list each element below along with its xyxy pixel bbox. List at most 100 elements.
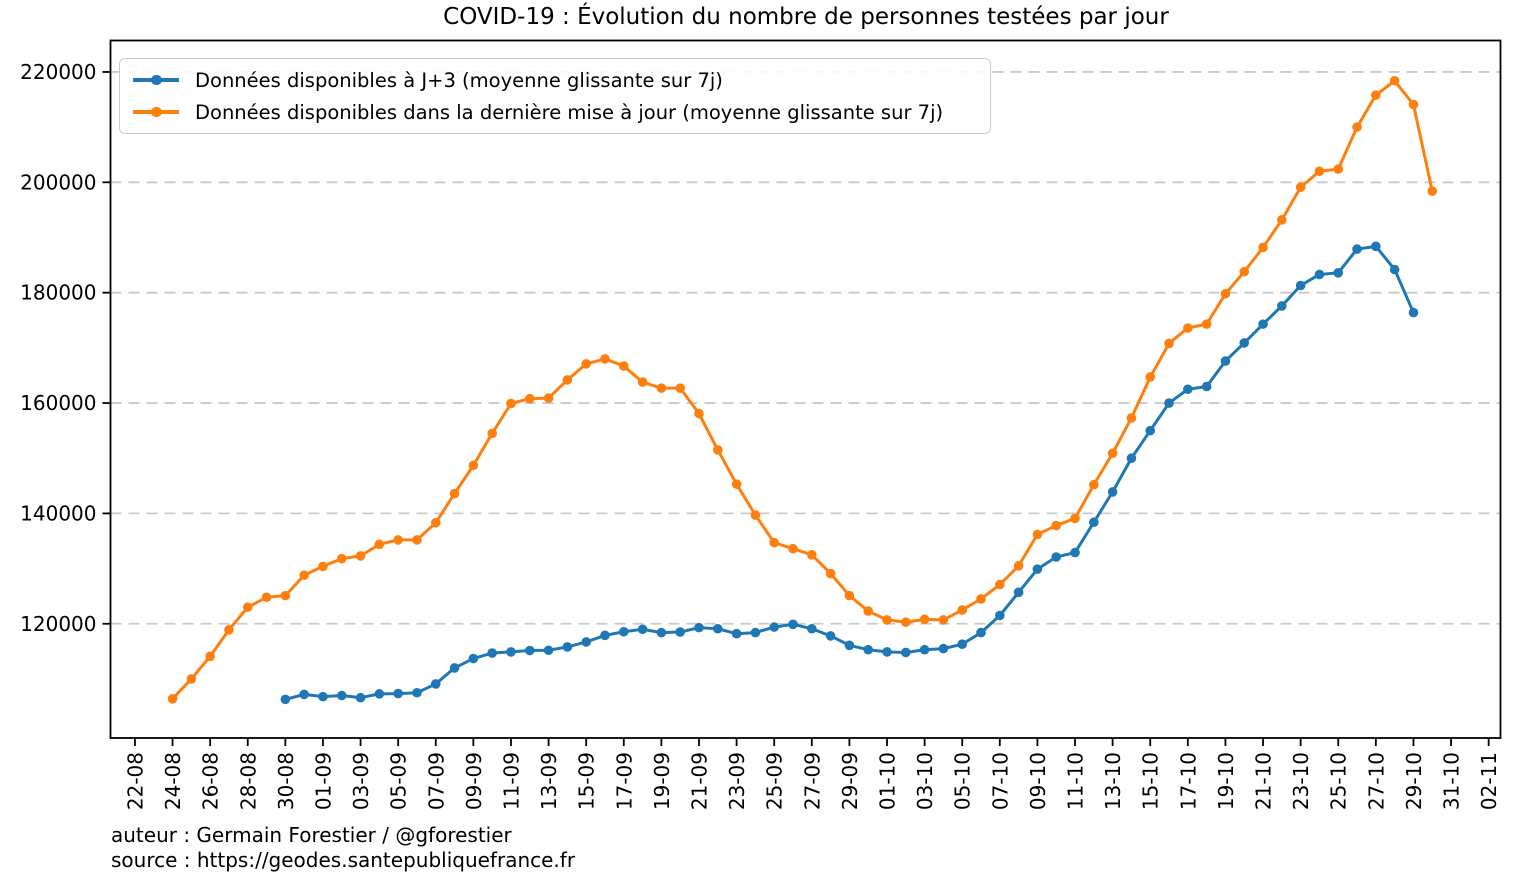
data-point [468, 460, 479, 471]
x-tick-label: 31-10 [1440, 752, 1464, 810]
data-point [1239, 338, 1250, 348]
x-tick-label: 25-10 [1327, 752, 1351, 810]
x-tick-label: 17-09 [612, 752, 636, 810]
legend-dot-icon [151, 74, 162, 86]
data-point [1220, 288, 1231, 299]
data-point [1107, 487, 1118, 497]
footer-author-line: auteur : Germain Forestier / @gforestier [111, 823, 512, 847]
data-point [242, 602, 253, 613]
data-point [901, 617, 911, 627]
data-point [449, 488, 460, 499]
data-point [543, 645, 554, 656]
data-point [393, 688, 403, 699]
data-point [1371, 241, 1381, 252]
data-point [1258, 319, 1268, 329]
data-point [938, 615, 949, 625]
data-point [675, 383, 685, 393]
x-tick-label: 21-09 [687, 752, 711, 810]
x-tick-label: 19-09 [650, 752, 674, 810]
data-point [1051, 552, 1062, 562]
x-tick-label: 27-10 [1364, 752, 1388, 810]
legend-label: Données disponibles dans la dernière mis… [195, 100, 944, 124]
data-point [1051, 520, 1062, 531]
y-tick-label: 200000 [20, 170, 96, 194]
x-tick-label: 25-09 [763, 752, 787, 810]
data-point [1070, 547, 1080, 558]
data-point [1201, 319, 1212, 329]
data-point [1408, 99, 1419, 110]
data-point [1145, 425, 1156, 436]
x-tick-label: 03-09 [349, 752, 373, 810]
data-point [299, 570, 309, 581]
data-point [299, 689, 309, 700]
data-point [1277, 301, 1287, 311]
data-point [600, 630, 610, 641]
data-point [468, 653, 479, 664]
data-point [336, 553, 347, 564]
x-tick-label: 09-09 [462, 752, 486, 810]
data-point [995, 610, 1005, 621]
data-point [1126, 413, 1137, 423]
data-point [1352, 244, 1362, 254]
footer: auteur : Germain Forestier / @gforestier… [111, 823, 575, 872]
data-point [449, 663, 460, 673]
data-point [543, 393, 554, 403]
data-point [1183, 384, 1193, 395]
data-point [825, 631, 836, 641]
data-point [1089, 479, 1099, 490]
data-point [1352, 122, 1362, 132]
data-point [186, 674, 197, 684]
data-point [581, 359, 591, 369]
data-point [618, 361, 629, 371]
y-tick-label: 180000 [20, 281, 96, 305]
data-point [788, 619, 798, 630]
data-point [675, 627, 685, 637]
x-tick-label: 19-10 [1214, 752, 1238, 810]
x-tick-label: 01-09 [311, 752, 335, 810]
data-point [806, 623, 817, 634]
data-point [562, 375, 573, 385]
data-point [656, 627, 667, 638]
x-tick-label: 26-08 [199, 752, 223, 810]
data-point [487, 428, 497, 439]
x-tick-label: 02-11 [1477, 752, 1501, 810]
data-point [1295, 182, 1306, 193]
data-point [374, 689, 385, 699]
legend-label: Données disponibles à J+3 (moyenne gliss… [195, 68, 723, 92]
data-point [205, 651, 215, 662]
x-tick-label: 05-09 [387, 752, 411, 810]
data-point [261, 592, 272, 603]
data-point [957, 605, 968, 615]
data-point [355, 551, 366, 561]
data-point [750, 627, 761, 638]
data-point [1032, 564, 1043, 574]
data-point [1333, 164, 1344, 174]
data-point [280, 590, 291, 601]
y-tick-label: 120000 [20, 612, 96, 636]
data-point [412, 535, 422, 545]
data-point [844, 590, 855, 601]
x-tick-label: 07-10 [988, 752, 1012, 810]
data-point [1032, 529, 1043, 540]
data-point [806, 549, 817, 560]
data-point [957, 639, 968, 649]
data-point [1220, 356, 1231, 366]
data-point [1314, 166, 1325, 177]
x-tick-label: 28-08 [236, 752, 260, 810]
data-point [1089, 517, 1099, 528]
data-point [637, 624, 648, 635]
legend-dot-icon [151, 106, 162, 118]
data-point [1201, 381, 1212, 392]
data-point [788, 543, 798, 554]
data-point [506, 647, 516, 657]
data-point [1371, 90, 1381, 100]
data-point [976, 627, 986, 638]
footer-source-line: source : https://geodes.santepubliquefra… [111, 847, 576, 872]
data-point [318, 561, 328, 572]
data-point [280, 694, 291, 705]
data-point [712, 445, 723, 455]
data-point [938, 643, 949, 654]
data-point [995, 579, 1005, 590]
data-point [1107, 448, 1118, 459]
